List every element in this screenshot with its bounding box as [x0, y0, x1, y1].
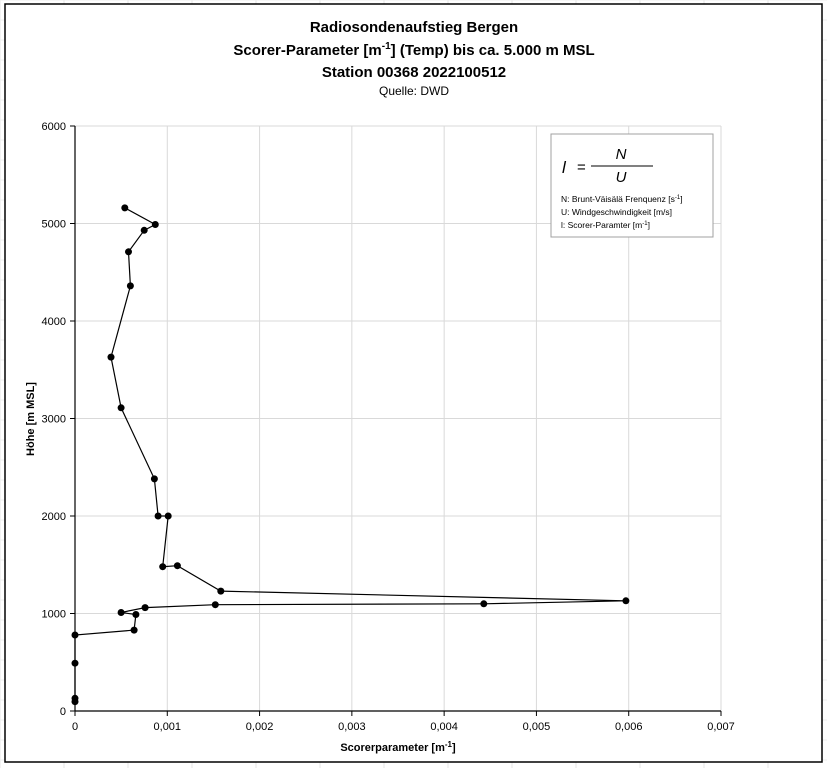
y-tick-label: 3000: [42, 414, 66, 426]
data-point: [117, 609, 125, 616]
data-point: [71, 631, 79, 639]
chart-title-line2: Scorer-Parameter [m-1] (Temp) bis ca. 5.…: [233, 41, 594, 59]
y-tick-label: 6000: [42, 121, 66, 133]
formula-numerator: N: [616, 146, 627, 163]
data-point: [211, 601, 219, 609]
data-point: [126, 282, 134, 290]
legend-line-u: U: Windgeschwindigkeit [m/s]: [561, 207, 672, 217]
data-point: [125, 248, 132, 256]
data-point: [164, 512, 172, 520]
x-tick-label: 0,003: [338, 721, 366, 733]
formula-equals: =: [577, 159, 586, 176]
x-axis-label: Scorerparameter [m-1]: [340, 740, 456, 754]
x-tick-label: 0,006: [615, 721, 643, 733]
legend-line-n: N: Brunt-Väisälä Frenquenz [s-1]: [561, 194, 683, 204]
legend-box: l = N U N: Brunt-Väisälä Frenquenz [s-1]…: [550, 133, 714, 238]
legend-line-l: l: Scorer-Paramter [m-1]: [561, 220, 650, 230]
chart-subtitle: Quelle: DWD: [379, 84, 449, 98]
y-axis-label: Höhe [m MSL]: [25, 382, 37, 456]
x-tick-label: 0: [72, 721, 78, 733]
data-point: [130, 626, 138, 634]
data-point: [173, 562, 181, 570]
formula-lhs: l: [562, 158, 567, 177]
x-axis-ticks: 0 0,001 0,002 0,003 0,004 0,005 0,006 0,007: [72, 711, 735, 733]
y-tick-label: 5000: [42, 219, 66, 231]
y-axis-ticks: 0 1000 2000 3000 4000 5000 6000: [42, 121, 75, 718]
data-point: [480, 600, 488, 608]
data-point: [117, 404, 125, 412]
data-point: [132, 611, 140, 618]
y-tick-label: 4000: [42, 316, 66, 328]
data-point: [141, 604, 149, 612]
chart-border: [4, 3, 823, 763]
x-tick-label: 0,007: [707, 721, 735, 733]
series-line: [74, 207, 626, 702]
y-tick-label: 1000: [42, 609, 66, 621]
data-point: [107, 353, 115, 361]
data-point: [121, 204, 129, 212]
x-tick-label: 0,005: [523, 721, 551, 733]
data-point: [217, 587, 225, 595]
formula-denominator: U: [616, 169, 627, 186]
data-point: [151, 221, 159, 228]
legend-frame: [550, 133, 714, 238]
data-point: [622, 597, 630, 605]
data-point: [159, 563, 167, 571]
series-scorer-parameter: [71, 204, 630, 706]
x-tick-label: 0,001: [154, 721, 182, 733]
data-point: [154, 512, 162, 520]
y-tick-label: 2000: [42, 511, 66, 523]
data-point: [140, 226, 148, 234]
y-tick-label: 0: [60, 706, 66, 718]
data-point: [71, 659, 79, 667]
x-tick-label: 0,002: [246, 721, 274, 733]
chart-title-line1: Radiosondenaufstieg Bergen: [310, 19, 518, 36]
chart-title-line3: Station 00368 2022100512: [322, 64, 506, 81]
data-point: [150, 475, 158, 483]
data-point: [71, 694, 79, 702]
x-tick-label: 0,004: [430, 721, 458, 733]
series-points: [71, 204, 630, 706]
